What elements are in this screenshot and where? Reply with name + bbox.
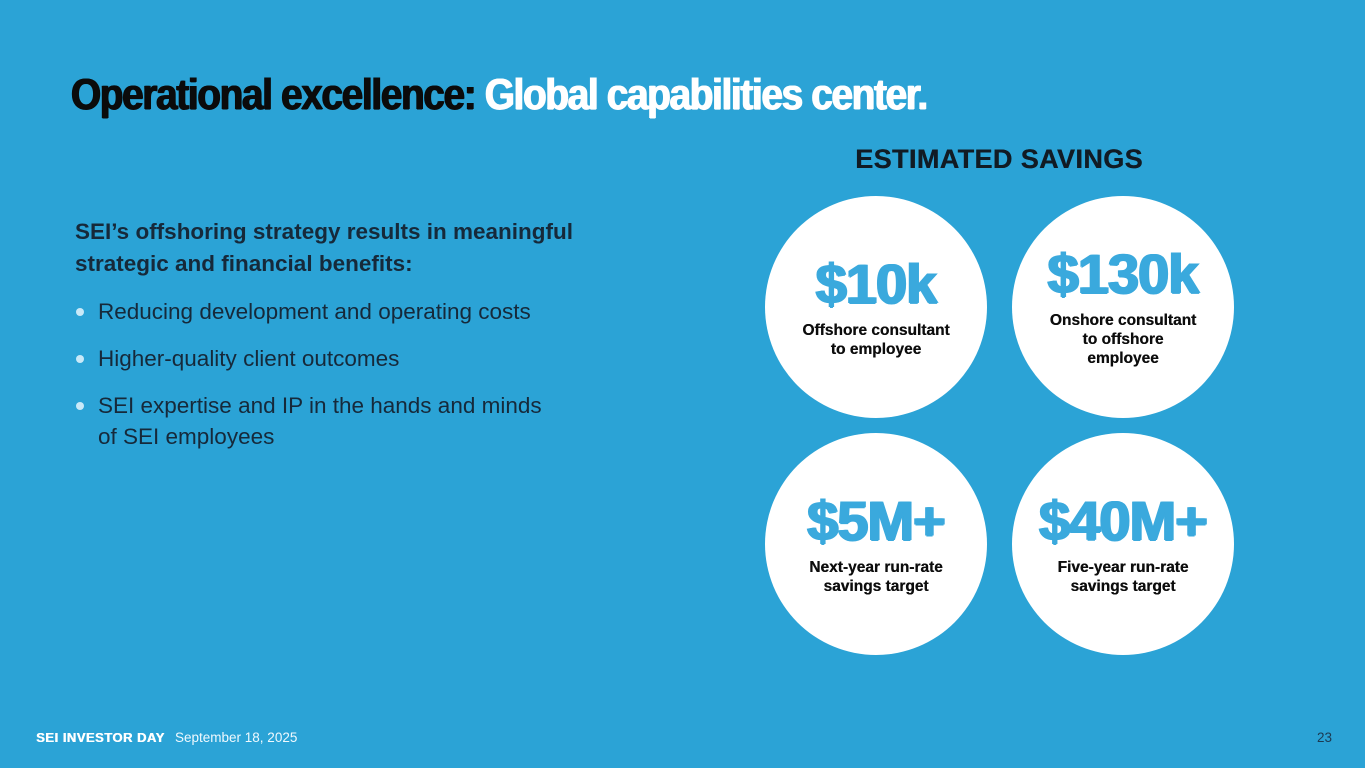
savings-value: $130k [1047, 242, 1200, 305]
savings-label: Next-year run-rate savings target [809, 558, 943, 595]
page-number: 23 [1316, 730, 1332, 745]
title-prefix: Operational excellence: [71, 70, 485, 119]
benefits-list: Reducing development and operating costs… [76, 296, 656, 468]
savings-circle-offshore-consultant: $10k Offshore consultant to employee [765, 196, 987, 418]
savings-circle-five-year-target: $40M+ Five-year run-rate savings target [1012, 433, 1234, 655]
savings-circle-next-year-target: $5M+ Next-year run-rate savings target [765, 433, 987, 655]
savings-circles-grid: $10k Offshore consultant to employee $13… [765, 196, 1234, 655]
benefits-intro: SEI’s offshoring strategy results in mea… [75, 219, 573, 276]
list-item: SEI expertise and IP in the hands and mi… [76, 390, 656, 452]
bullet-icon [76, 355, 84, 363]
savings-label: Offshore consultant to employee [802, 321, 950, 358]
slide-title: Operational excellence: Global capabilit… [71, 70, 928, 120]
footer-brand: SEI INVESTOR DAY [36, 730, 165, 745]
savings-label: Five-year run-rate savings target [1057, 558, 1189, 595]
savings-circle-onshore-consultant: $130k Onshore consultant to offshore emp… [1012, 196, 1234, 418]
savings-label: Onshore consultant to offshore employee [1049, 312, 1197, 367]
bullet-text: SEI expertise and IP in the hands and mi… [98, 393, 542, 449]
bullet-text: Reducing development and operating costs [98, 299, 531, 324]
list-item: Reducing development and operating costs [76, 296, 656, 327]
bullet-text: Higher-quality client outcomes [98, 346, 400, 371]
savings-value: $10k [815, 251, 938, 315]
title-highlight: Global capabilities center. [484, 70, 928, 119]
bullet-icon [76, 402, 84, 410]
bullet-icon [76, 308, 84, 316]
list-item: Higher-quality client outcomes [76, 343, 656, 374]
savings-value: $5M+ [807, 488, 946, 552]
footer-date: September 18, 2025 [175, 730, 298, 745]
estimated-savings-heading: ESTIMATED SAVINGS [855, 144, 1143, 174]
savings-value: $40M+ [1039, 488, 1208, 552]
